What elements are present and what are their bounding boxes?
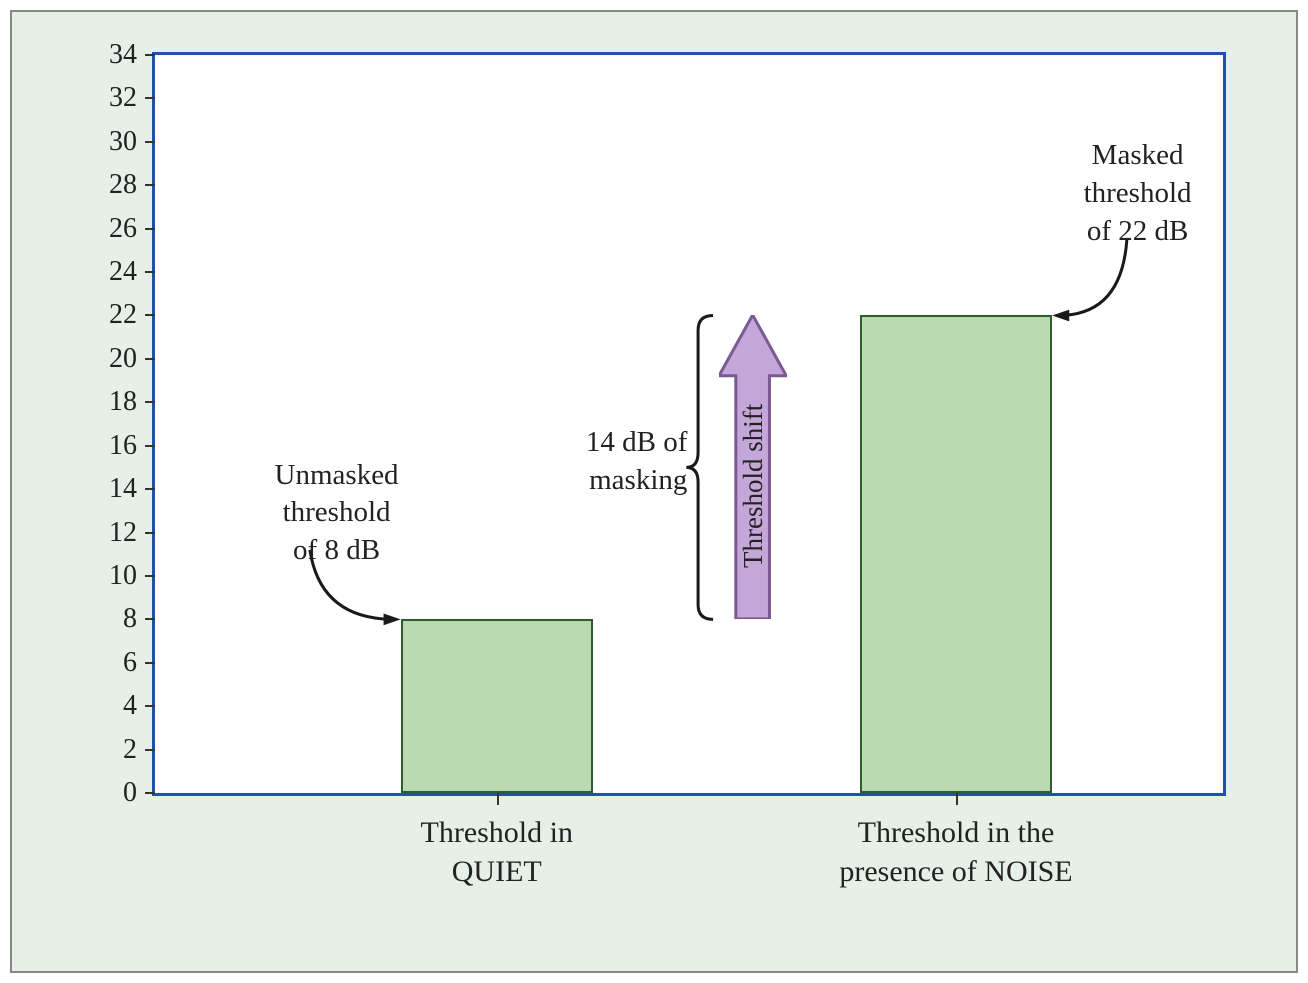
y-tick-line (145, 488, 155, 490)
x-label-line2: presence of NOISE (839, 855, 1072, 888)
y-tick-label: 22 (102, 299, 137, 331)
x-label-line2: QUIET (452, 855, 542, 888)
y-tick: 20 (102, 343, 155, 375)
y-tick-line (145, 141, 155, 143)
y-tick-label: 26 (102, 213, 137, 245)
y-tick: 32 (102, 82, 155, 114)
y-tick-label: 6 (102, 647, 137, 679)
y-tick: 24 (102, 256, 155, 288)
y-tick-line (145, 662, 155, 664)
y-tick-label: 30 (102, 126, 137, 158)
chart-container: Sound pressure level (dB) 02468101214161… (57, 52, 1241, 921)
y-tick-label: 4 (102, 690, 137, 722)
brace-icon (155, 55, 1223, 793)
y-tick-label: 20 (102, 343, 137, 375)
y-tick-line (145, 54, 155, 56)
masking-annotation: 14 dB of masking (559, 424, 687, 499)
plot-area: 0246810121416182022242628303234Threshold… (152, 52, 1226, 796)
y-tick: 10 (102, 560, 155, 592)
y-tick: 18 (102, 386, 155, 418)
x-label-line1: Threshold in (421, 816, 573, 849)
masking-line1: 14 dB of (586, 426, 688, 458)
y-tick-line (145, 749, 155, 751)
y-tick: 4 (102, 690, 155, 722)
y-tick-line (145, 314, 155, 316)
y-tick-line (145, 401, 155, 403)
x-axis-label-0: Threshold in QUIET (347, 793, 646, 891)
y-tick-label: 8 (102, 603, 137, 635)
y-tick-line (145, 618, 155, 620)
y-tick-line (145, 532, 155, 534)
chart-outer-frame: Sound pressure level (dB) 02468101214161… (10, 10, 1298, 973)
y-tick: 26 (102, 213, 155, 245)
y-tick-label: 16 (102, 430, 137, 462)
y-tick-line (145, 228, 155, 230)
masking-line2: masking (589, 464, 687, 496)
y-tick-label: 24 (102, 256, 137, 288)
y-tick-line (145, 97, 155, 99)
y-tick-label: 18 (102, 386, 137, 418)
y-tick-label: 34 (102, 39, 137, 71)
y-tick: 8 (102, 603, 155, 635)
y-tick: 6 (102, 647, 155, 679)
y-tick-label: 10 (102, 560, 137, 592)
y-tick-label: 2 (102, 734, 137, 766)
y-tick-label: 28 (102, 169, 137, 201)
y-tick-line (145, 271, 155, 273)
x-label-line1: Threshold in the (858, 816, 1055, 849)
y-tick-label: 32 (102, 82, 137, 114)
y-tick-label: 14 (102, 473, 137, 505)
y-tick-line (145, 358, 155, 360)
y-tick: 16 (102, 430, 155, 462)
x-tick-mark (956, 793, 958, 805)
y-tick: 0 (102, 777, 155, 809)
y-tick-line (145, 705, 155, 707)
y-tick-label: 0 (102, 777, 137, 809)
x-axis-label-1: Threshold in the presence of NOISE (806, 793, 1105, 891)
y-tick-line (145, 445, 155, 447)
y-tick-label: 12 (102, 517, 137, 549)
y-tick: 14 (102, 473, 155, 505)
y-tick: 34 (102, 39, 155, 71)
y-tick-line (145, 184, 155, 186)
y-tick: 12 (102, 517, 155, 549)
y-tick: 2 (102, 734, 155, 766)
y-tick: 22 (102, 299, 155, 331)
x-tick-mark (497, 793, 499, 805)
y-tick-line (145, 792, 155, 794)
y-tick: 30 (102, 126, 155, 158)
y-tick: 28 (102, 169, 155, 201)
y-tick-line (145, 575, 155, 577)
